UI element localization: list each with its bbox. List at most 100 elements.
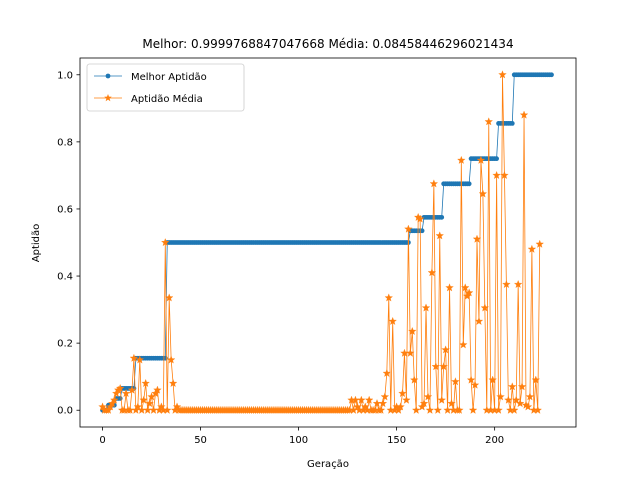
mean-fitness-point [384, 293, 393, 302]
mean-fitness-point [508, 382, 517, 391]
mean-fitness-point [425, 405, 435, 414]
mean-fitness-point [127, 385, 137, 394]
mean-fitness-point [406, 348, 415, 357]
mean-fitness-point [437, 395, 446, 404]
mean-fitness-point [476, 155, 486, 164]
mean-fitness-point [388, 316, 397, 325]
mean-fitness-point [357, 395, 366, 404]
mean-fitness-point [439, 362, 448, 371]
mean-fitness-point [163, 405, 172, 414]
mean-fitness-point [376, 405, 386, 414]
mean-fitness-point [133, 402, 143, 411]
mean-fitness-point [382, 368, 392, 377]
mean-fitness-point [410, 375, 419, 384]
legend-marker-star [104, 94, 112, 102]
mean-fitness-point [433, 405, 442, 414]
x-tick-label: 150 [387, 435, 406, 446]
mean-fitness-point [157, 402, 166, 411]
mean-fitness-point [441, 345, 450, 354]
mean-fitness-point [153, 385, 162, 394]
mean-fitness-point [510, 405, 519, 414]
mean-fitness-point [396, 402, 405, 411]
mean-fitness-point [408, 326, 417, 335]
legend-label: Melhor Aptidão [131, 72, 207, 83]
mean-fitness-point [525, 392, 535, 401]
mean-fitness-point [402, 395, 411, 404]
legend: Melhor Aptidão Aptidão Média [86, 63, 245, 112]
mean-fitness-point [353, 402, 362, 411]
mean-fitness-point [527, 244, 537, 253]
x-tick-label: 200 [485, 435, 504, 446]
mean-fitness-point [135, 355, 145, 364]
mean-fitness-point [129, 353, 139, 362]
mean-fitness-point [466, 375, 476, 384]
mean-fitness-point [535, 239, 544, 248]
y-tick-label: 0.2 [57, 339, 73, 350]
mean-fitness-point [421, 303, 431, 312]
x-tick-label: 0 [99, 435, 105, 446]
mean-fitness-point [161, 238, 170, 247]
mean-fitness-point [398, 389, 407, 398]
y-axis-label: Aptidão [31, 224, 42, 262]
mean-fitness-point [470, 380, 480, 389]
mean-fitness-point [419, 399, 429, 408]
mean-fitness-point [415, 214, 425, 223]
mean-fitness-point [488, 375, 497, 384]
legend-marker-dot [105, 73, 111, 79]
mean-fitness-point [494, 405, 503, 414]
mean-fitness-point [110, 395, 119, 404]
mean-fitness-point [380, 392, 390, 401]
plot-area [98, 70, 554, 414]
mean-fitness-point [500, 170, 509, 179]
legend-box [86, 63, 245, 112]
mean-fitness-point [445, 283, 454, 292]
y-tick-label: 0.8 [57, 137, 73, 148]
best-fitness-point [419, 228, 425, 234]
mean-fitness-point [519, 110, 529, 119]
mean-fitness-point [517, 382, 527, 391]
mean-fitness-point [141, 378, 150, 387]
mean-fitness-point [98, 402, 107, 411]
best-fitness-point [439, 214, 445, 220]
y-tick-label: 0.0 [57, 406, 73, 417]
mean-fitness-point [429, 179, 439, 188]
mean-fitness-point [461, 283, 470, 292]
axes: 0 50 100 150 200 0.0 0.2 0.4 0.6 0.8 1.0 [57, 57, 577, 446]
mean-fitness-point [427, 268, 437, 277]
mean-fitness-point [457, 155, 466, 164]
mean-fitness-point [404, 224, 413, 233]
mean-fitness-point [139, 395, 148, 404]
mean-fitness-point [480, 303, 490, 312]
mean-fitness-point [378, 399, 388, 408]
mean-fitness-point [166, 355, 176, 364]
legend-label: Aptidão Média [131, 93, 203, 105]
mean-fitness-point [523, 402, 533, 411]
best-fitness-point [494, 156, 499, 162]
mean-fitness-point [435, 231, 444, 240]
mean-fitness-point [531, 375, 541, 384]
mean-fitness-point [498, 70, 507, 79]
mean-fitness-point [515, 399, 525, 408]
x-tick-label: 100 [289, 435, 308, 446]
mean-fitness-point [412, 405, 421, 414]
x-tick-label: 50 [194, 435, 207, 446]
mean-fitness-point [115, 383, 125, 393]
axes-frame [79, 57, 577, 428]
mean-fitness-point [492, 170, 501, 179]
best-fitness-point [466, 181, 472, 187]
x-axis-label: Geração [307, 459, 349, 470]
y-tick-label: 0.6 [57, 204, 73, 215]
mean-fitness-point [364, 395, 374, 404]
mean-fitness-point [455, 405, 464, 414]
mean-fitness-point [431, 362, 441, 371]
mean-fitness-point [145, 399, 154, 408]
mean-fitness-point [423, 392, 433, 401]
best-fitness-point [117, 396, 123, 401]
mean-fitness-point [496, 392, 505, 401]
mean-fitness-point [478, 189, 488, 198]
mean-fitness-point [511, 395, 521, 404]
mean-fitness-point [121, 389, 131, 398]
best-fitness-point [509, 121, 515, 126]
mean-fitness-point [451, 377, 460, 386]
